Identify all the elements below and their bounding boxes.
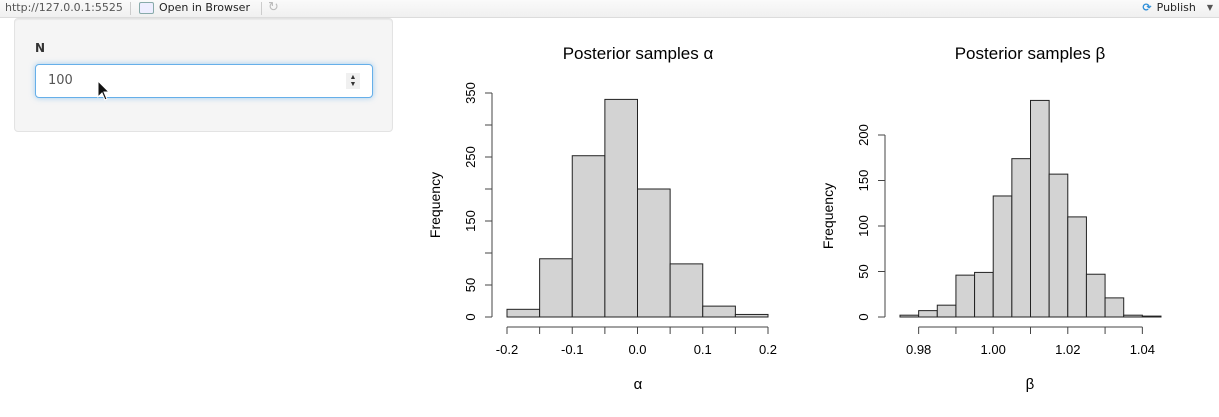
number-spinner[interactable]: ▲ ▼ (346, 73, 360, 89)
spin-down-icon[interactable]: ▼ (349, 81, 357, 88)
histogram-bar (1141, 315, 1162, 318)
histogram-bar (992, 195, 1013, 318)
chevron-down-icon[interactable]: ▼ (1206, 3, 1213, 12)
x-tick-label: 0.2 (759, 342, 777, 357)
x-tick-label: 1.04 (1130, 342, 1155, 357)
y-tick-label: 150 (856, 170, 871, 192)
spin-up-icon[interactable]: ▲ (349, 74, 357, 81)
viewer-toolbar: http://127.0.0.1:5525 Open in Browser ↻ … (0, 0, 1219, 18)
y-tick-label: 100 (856, 215, 871, 237)
histogram-bar (669, 263, 704, 318)
publish-label: Publish (1156, 1, 1196, 14)
y-tick-label: 350 (463, 82, 478, 104)
refresh-icon[interactable]: ↻ (268, 0, 279, 15)
histogram-bar (1030, 99, 1050, 318)
beta-histogram: Posterior samples β 0 50 100 150 200 Frequency… (820, 44, 1162, 393)
browser-icon (139, 1, 154, 14)
histogram-bar (918, 310, 938, 318)
histogram-bar (1123, 314, 1143, 318)
divider (261, 2, 262, 15)
n-input-field[interactable] (48, 73, 328, 88)
x-tick-label: 1.00 (981, 342, 1006, 357)
alpha-histogram: Posterior samples α 0 50 150 250 350 Frequency… (427, 44, 777, 393)
url-text: http://127.0.0.1:5525 (5, 1, 123, 14)
chart-title: Posterior samples β (955, 44, 1106, 63)
chart-title: Posterior samples α (563, 44, 714, 63)
y-tick-label: 200 (856, 124, 871, 146)
histogram-bar (955, 274, 976, 318)
x-tick-label: -0.1 (561, 342, 583, 357)
y-tick-label: 150 (463, 210, 478, 232)
x-tick-label: 0.0 (628, 342, 646, 357)
y-tick-label: 250 (463, 146, 478, 168)
histogram-bar (1011, 158, 1032, 318)
mouse-cursor-icon (97, 80, 111, 101)
open-in-browser-button[interactable]: Open in Browser (139, 1, 250, 14)
histogram-bar (734, 313, 769, 318)
histogram-bar (571, 155, 606, 318)
histogram-bar (1067, 216, 1087, 318)
y-tick-label: 0 (463, 313, 478, 320)
histogram-bar (604, 98, 638, 318)
x-tick-label: -0.2 (496, 342, 518, 357)
histogram-bar (974, 271, 994, 318)
x-tick-label: 0.98 (906, 342, 931, 357)
x-axis-label: β (1026, 376, 1035, 393)
sidebar-panel: N ▲ ▼ (14, 18, 393, 132)
y-axis-label: Frequency (820, 183, 836, 249)
histogram-bar (1104, 297, 1125, 318)
open-in-browser-label: Open in Browser (159, 1, 250, 14)
x-tick-label: 1.02 (1055, 342, 1080, 357)
histogram-bar (637, 188, 671, 318)
histogram-bar (936, 304, 957, 318)
divider (130, 2, 131, 15)
y-tick-label: 50 (856, 264, 871, 278)
histogram-bar (1085, 273, 1106, 318)
histogram-bar (702, 305, 736, 318)
x-axis-label: α (634, 376, 643, 393)
y-tick-label: 0 (856, 313, 871, 320)
y-axis-label: Frequency (427, 172, 443, 238)
histogram-bar (1048, 173, 1069, 318)
histogram-bar (506, 308, 541, 318)
y-tick-label: 50 (463, 278, 478, 292)
publish-icon: ⟳ (1142, 1, 1152, 14)
histogram-bar (899, 314, 920, 318)
n-number-input[interactable]: ▲ ▼ (35, 64, 373, 98)
publish-button[interactable]: ⟳ Publish ▼ (1142, 1, 1213, 14)
n-input-label: N (35, 41, 46, 55)
histogram-bar (539, 258, 573, 318)
x-tick-label: 0.1 (694, 342, 712, 357)
